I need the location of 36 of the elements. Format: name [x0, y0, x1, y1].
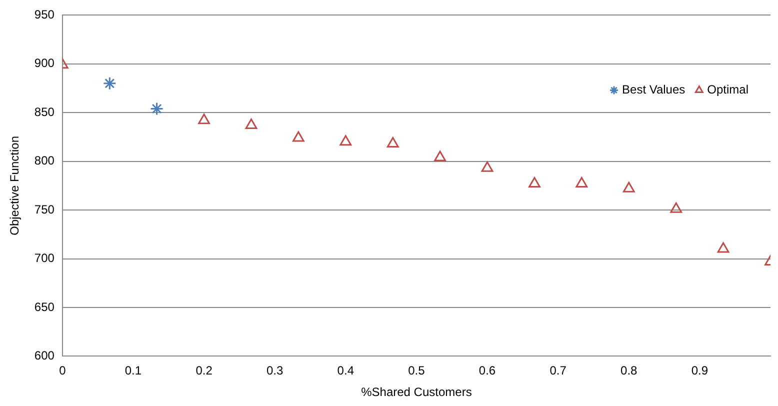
- y-tick-label: 750: [34, 202, 55, 216]
- y-tick-label: 850: [34, 104, 55, 119]
- legend-label: Best Values: [622, 82, 686, 97]
- point: [198, 114, 210, 124]
- point: [340, 135, 352, 146]
- x-tick-label: 0.8: [620, 364, 638, 378]
- y-tick-label: 950: [34, 8, 55, 22]
- x-tick-label: 0.5: [408, 364, 426, 378]
- point: [481, 161, 494, 172]
- point: [622, 182, 635, 192]
- y-tick-label: 600: [34, 348, 55, 363]
- x-tick-label: 0.4: [337, 364, 354, 378]
- point: [102, 76, 116, 90]
- x-tick-label: 0.7: [550, 364, 567, 378]
- x-tick-label: 0.1: [124, 364, 142, 378]
- point: [245, 118, 258, 130]
- y-tick-label: 900: [34, 56, 55, 70]
- x-tick-label: 0.3: [266, 364, 284, 378]
- legend-label: Optimal: [707, 82, 748, 97]
- point: [528, 177, 540, 188]
- x-tick-label: 0.9: [691, 364, 708, 378]
- point: [150, 102, 164, 116]
- point: [670, 202, 682, 213]
- x-tick-label: 0.6: [478, 364, 496, 378]
- x-tick-label: 0: [59, 364, 66, 378]
- x-axis-title: %Shared Customers: [361, 385, 472, 400]
- y-tick-label: 650: [34, 300, 55, 314]
- y-tick-label: 700: [34, 251, 55, 266]
- x-tick-label: 0.2: [196, 364, 213, 378]
- point: [717, 242, 730, 253]
- point: [576, 177, 588, 188]
- point: [434, 150, 446, 162]
- point: [386, 137, 399, 148]
- y-tick-label: 800: [34, 154, 55, 168]
- point: [292, 131, 304, 142]
- y-axis-title: Objective Function: [8, 136, 22, 236]
